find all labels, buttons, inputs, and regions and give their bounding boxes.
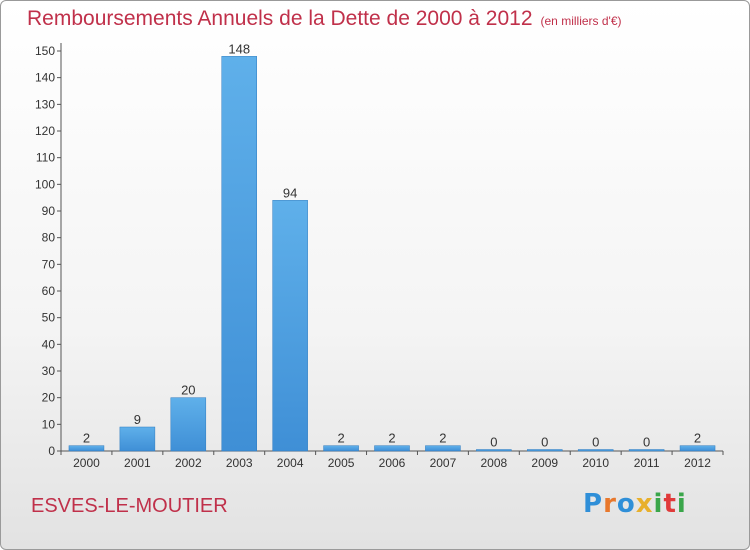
unit-note: (en milliers d'€) — [540, 14, 622, 28]
logo-letter: i — [676, 489, 687, 519]
y-tick-label: 30 — [42, 364, 56, 378]
x-tick-label-2001: 2001 — [124, 456, 151, 470]
data-label-2011: 0 — [643, 435, 650, 450]
y-tick-label: 70 — [42, 257, 56, 271]
y-tick-label: 60 — [42, 284, 56, 298]
chart-title: Remboursements Annuels de la Dette de 20… — [27, 7, 622, 31]
x-tick-label-2010: 2010 — [582, 456, 609, 470]
data-label-2006: 2 — [388, 431, 395, 446]
bar-2010 — [577, 449, 614, 452]
x-tick-label-2009: 2009 — [531, 456, 558, 470]
bar-2007 — [425, 445, 461, 452]
bars — [68, 56, 716, 452]
data-label-2009: 0 — [541, 435, 548, 450]
x-tick-label-2012: 2012 — [684, 456, 711, 470]
y-tick-label: 40 — [42, 337, 56, 351]
bar-2005 — [323, 445, 359, 452]
x-tick-label-2011: 2011 — [634, 456, 660, 470]
logo-letter: t — [663, 489, 677, 519]
data-label-2012: 2 — [694, 431, 701, 446]
bar-2000 — [68, 445, 105, 452]
logo-letter: x — [635, 489, 654, 519]
bar-2003 — [221, 56, 257, 452]
data-label-2008: 0 — [490, 435, 497, 450]
logo-letter: o — [616, 489, 636, 519]
y-tick-label: 0 — [48, 444, 55, 458]
y-tick-label: 140 — [35, 71, 55, 85]
y-tick-label: 50 — [42, 311, 56, 325]
data-label-2002: 20 — [181, 383, 195, 398]
proxiti-logo: Proxiti — [583, 489, 687, 519]
data-label-2000: 2 — [83, 431, 90, 446]
data-label-2004: 94 — [283, 185, 297, 200]
y-tick-label: 150 — [35, 44, 55, 58]
x-tick-label-2000: 2000 — [73, 456, 100, 470]
y-tick-label: 20 — [42, 391, 56, 405]
y-tick-label: 120 — [35, 124, 55, 138]
x-tick-label-2002: 2002 — [175, 456, 202, 470]
x-tick-label-2004: 2004 — [277, 456, 304, 470]
x-tick-label-2005: 2005 — [328, 456, 355, 470]
logo-letter: i — [653, 489, 664, 519]
y-tick-label: 80 — [42, 231, 56, 245]
logo-letter: r — [603, 489, 617, 519]
data-label-2007: 2 — [439, 431, 446, 446]
x-tick-label-2006: 2006 — [379, 456, 406, 470]
bar-2004 — [272, 200, 308, 452]
bar-2006 — [374, 445, 410, 452]
y-tick-label: 10 — [42, 417, 56, 431]
data-label-2001: 9 — [134, 412, 141, 427]
bar-2002 — [170, 397, 207, 452]
x-tick-label-2008: 2008 — [480, 456, 507, 470]
bar-2009 — [527, 449, 563, 452]
bar-2001 — [119, 426, 156, 452]
data-label-2010: 0 — [592, 435, 599, 450]
x-tick-label-2007: 2007 — [430, 456, 457, 470]
axes: 0102030405060708090100110120130140150200… — [35, 43, 724, 470]
bar-2011 — [628, 449, 665, 452]
commune-name: ESVES-LE-MOUTIER — [31, 495, 228, 517]
title-text: Remboursements Annuels de la Dette de 20… — [27, 7, 533, 30]
bar-2012 — [679, 445, 716, 452]
bar-2008 — [476, 449, 512, 452]
y-tick-label: 90 — [42, 204, 56, 218]
x-tick-label-2003: 2003 — [226, 456, 253, 470]
data-label-2003: 148 — [228, 41, 250, 56]
y-tick-label: 110 — [36, 151, 55, 165]
logo-letter: P — [583, 489, 604, 519]
data-label-2005: 2 — [337, 431, 344, 446]
y-tick-label: 100 — [35, 177, 55, 191]
y-tick-label: 130 — [35, 97, 55, 111]
